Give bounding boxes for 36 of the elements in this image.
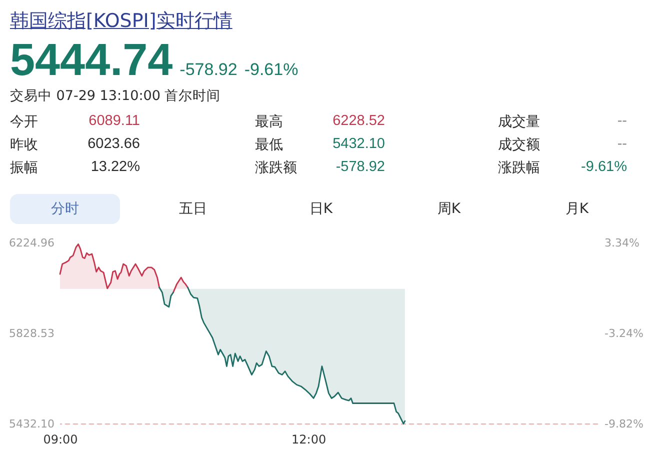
text: 振幅 bbox=[10, 159, 38, 177]
text: 交易中 07-29 13:10:00 首尔时间 bbox=[10, 87, 221, 105]
text: 涨跌幅 bbox=[498, 159, 540, 177]
text: 五日 bbox=[179, 200, 207, 218]
y-tick-label: 5432.10 bbox=[9, 418, 54, 430]
text: 分时 bbox=[51, 200, 79, 218]
y-tick-label: 6224.96 bbox=[9, 236, 54, 250]
text: 韩国综指[KOSPI]实时行情 bbox=[10, 9, 232, 34]
text: 昨收 bbox=[10, 136, 38, 154]
text: 日K bbox=[309, 200, 333, 218]
text: -578.92 bbox=[336, 159, 385, 175]
y-tick-label: 5828.53 bbox=[9, 327, 54, 340]
text: -9.61% bbox=[581, 159, 627, 175]
text: -- bbox=[617, 113, 627, 129]
text: -- bbox=[617, 136, 627, 152]
text: 今开 bbox=[10, 113, 38, 131]
text: 5444.74 bbox=[10, 34, 173, 85]
text: 最高 bbox=[255, 113, 283, 131]
text: 周K bbox=[437, 200, 461, 218]
text: 6023.66 bbox=[88, 136, 140, 152]
text: 6228.52 bbox=[332, 113, 385, 129]
text: -9.61% bbox=[244, 60, 298, 80]
y2-tick-label: -3.24% bbox=[604, 327, 644, 340]
text: 13.22% bbox=[90, 159, 140, 175]
text: 成交量 bbox=[498, 113, 540, 131]
text: 6089.11 bbox=[88, 113, 140, 129]
x-tick-label: 12:00 bbox=[292, 432, 326, 446]
text: 涨跌额 bbox=[255, 159, 297, 177]
x-tick-label: 09:00 bbox=[43, 432, 78, 446]
text: 5432.10 bbox=[332, 136, 385, 152]
text: 最低 bbox=[255, 136, 283, 154]
text: 成交额 bbox=[498, 136, 540, 154]
y2-tick-label: 3.34% bbox=[604, 236, 640, 250]
text: 月K bbox=[565, 200, 589, 218]
y2-tick-label: -9.82% bbox=[604, 418, 644, 430]
text: -578.92 bbox=[180, 60, 238, 80]
